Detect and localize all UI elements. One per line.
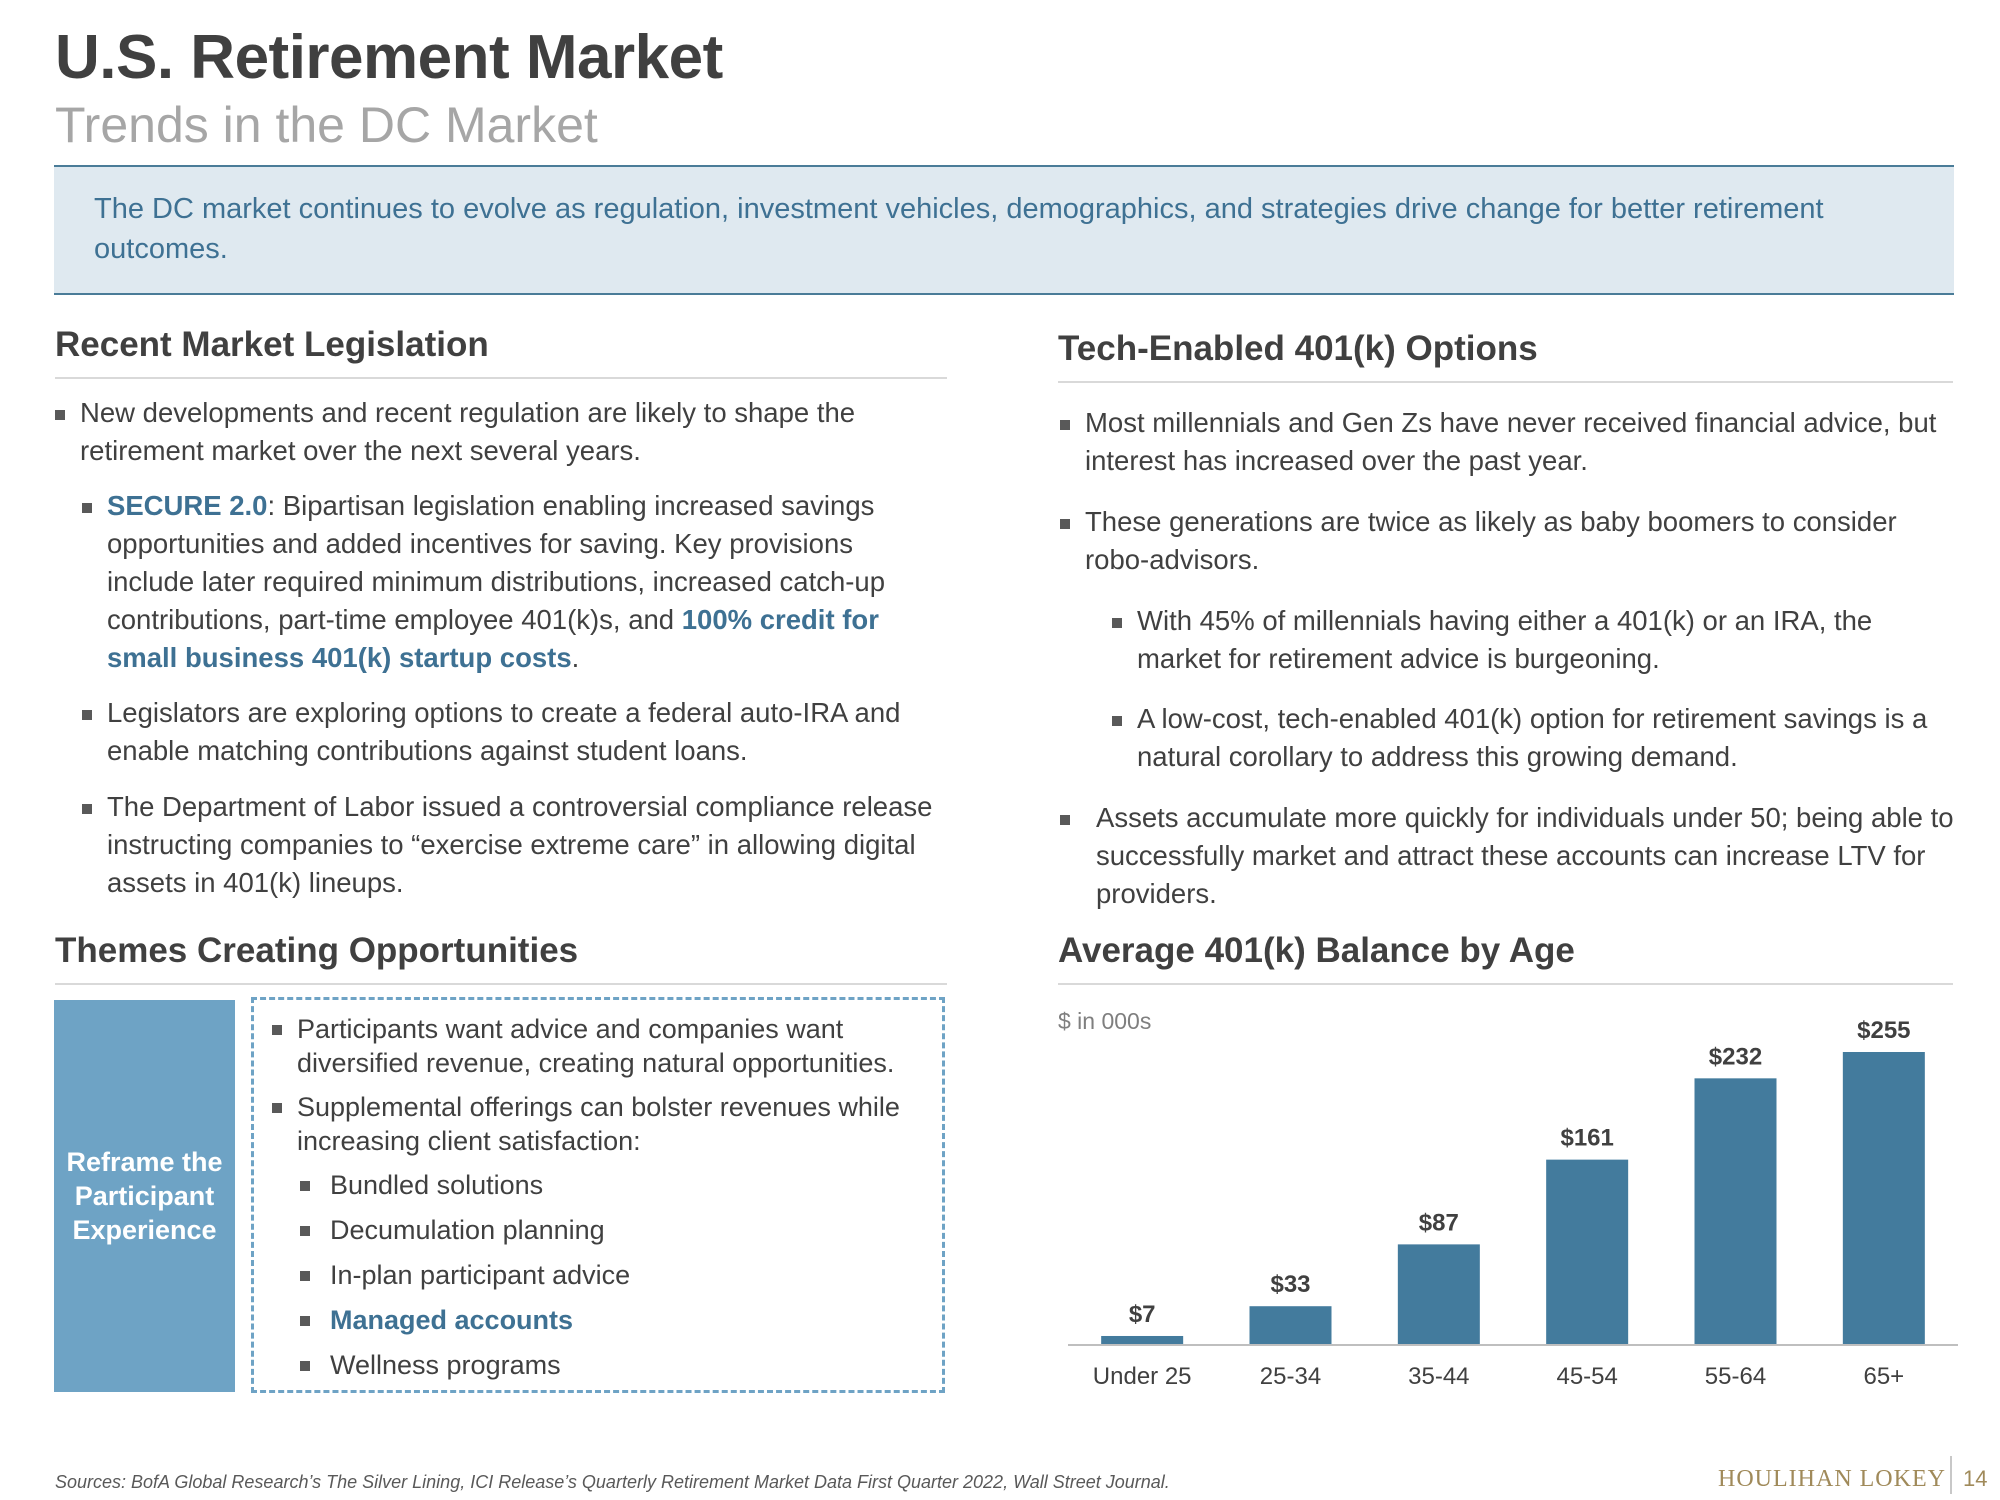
bullet-square-icon — [1112, 618, 1122, 628]
tech-bullet-2: These generations are twice as likely as… — [1060, 503, 1945, 579]
sources-footnote: Sources: BofA Global Research’s The Silv… — [55, 1472, 1170, 1492]
legislation-bullet-secure: SECURE 2.0: Bipartisan legislation enabl… — [82, 487, 927, 677]
bullet-square-icon — [300, 1181, 310, 1191]
legislation-divider — [55, 377, 947, 379]
tech-bullet-3: With 45% of millennials having either a … — [1112, 602, 1937, 678]
bullet-square-icon — [300, 1361, 310, 1371]
x-tick-label: 55-64 — [1705, 1363, 1766, 1390]
bullet-square-icon — [272, 1025, 282, 1035]
tech-bullet-5: Assets accumulate more quickly for indiv… — [1060, 799, 1956, 913]
tech-heading: Tech-Enabled 401(k) Options — [1058, 329, 1538, 368]
data-label: $255 — [1857, 1017, 1910, 1044]
bar-65- — [1842, 1052, 1925, 1344]
tech-divider — [1058, 381, 1953, 383]
page-title: U.S. Retirement Market — [55, 23, 723, 92]
chart-unit-note: $ in 000s — [1058, 1008, 1152, 1034]
bar-25-34 — [1249, 1306, 1332, 1344]
company-logo: HOULIHAN LOKEY — [1718, 1466, 1946, 1492]
chart-divider — [1058, 983, 1953, 985]
themes-divider — [55, 983, 947, 985]
credit-highlight: 100% credit for small business 401(k) st… — [107, 604, 879, 673]
x-tick-label: 65+ — [1863, 1363, 1904, 1390]
x-tick-label: Under 25 — [1093, 1363, 1192, 1390]
themes-sub-item: Bundled solutions — [300, 1168, 930, 1202]
data-label: $87 — [1419, 1209, 1459, 1236]
footer-divider — [1950, 1456, 1952, 1494]
x-tick-label: 45-54 — [1556, 1363, 1617, 1390]
tech-bullet-4: A low-cost, tech-enabled 401(k) option f… — [1112, 700, 1957, 776]
bullet-square-icon — [82, 804, 92, 814]
themes-bullet-1: Participants want advice and companies w… — [272, 1012, 937, 1080]
summary-banner: The DC market continues to evolve as reg… — [54, 165, 1954, 295]
bullet-square-icon — [82, 710, 92, 720]
themes-bullet-2: Supplemental offerings can bolster reven… — [272, 1090, 937, 1158]
bullet-square-icon — [1060, 815, 1070, 825]
x-tick-label: 35-44 — [1408, 1363, 1469, 1390]
data-label: $7 — [1129, 1301, 1156, 1328]
legislation-bullet-auto-ira: Legislators are exploring options to cre… — [82, 694, 927, 770]
bullet-square-icon — [300, 1271, 310, 1281]
page-subtitle: Trends in the DC Market — [55, 97, 598, 153]
reframe-box: Reframe the Participant Experience — [54, 1000, 235, 1392]
data-label: $232 — [1709, 1043, 1762, 1070]
tech-bullet-1: Most millennials and Gen Zs have never r… — [1060, 404, 1955, 480]
summary-text: The DC market continues to evolve as reg… — [94, 193, 1824, 265]
bullet-square-icon — [300, 1316, 310, 1326]
bar-35-44 — [1397, 1244, 1480, 1344]
secure-label: SECURE 2.0 — [107, 490, 268, 521]
themes-sub-item: In-plan participant advice — [300, 1258, 930, 1292]
x-tick-label: 25-34 — [1260, 1363, 1321, 1390]
bullet-square-icon — [1112, 716, 1122, 726]
page-number: 14 — [1963, 1466, 1988, 1491]
balance-bar-chart: $7 Under 25 $33 25-34 $87 35-44 $161 45-54 $232 5… — [1068, 1017, 1958, 1390]
bullet-square-icon — [55, 410, 65, 420]
themes-heading: Themes Creating Opportunities — [55, 931, 579, 970]
bar-under-25 — [1101, 1335, 1184, 1344]
reframe-label: Reframe the Participant Experience — [66, 1147, 223, 1245]
bar-45-54 — [1546, 1159, 1629, 1344]
data-label: $161 — [1560, 1125, 1613, 1152]
themes-dashed-box — [251, 997, 945, 1393]
data-label: $33 — [1270, 1271, 1310, 1298]
legislation-heading: Recent Market Legislation — [55, 325, 489, 364]
legislation-bullet-dol: The Department of Labor issued a controv… — [82, 788, 947, 902]
legislation-bullet-1: New developments and recent regulation a… — [55, 394, 940, 470]
bullet-square-icon — [272, 1103, 282, 1113]
themes-sub-item: Wellness programs — [300, 1348, 930, 1382]
chart-heading: Average 401(k) Balance by Age — [1058, 931, 1575, 970]
bullet-square-icon — [300, 1226, 310, 1236]
bullet-square-icon — [1060, 420, 1070, 430]
bar-55-64 — [1694, 1078, 1777, 1344]
themes-sub-item-managed: Managed accounts — [300, 1303, 930, 1337]
themes-sub-item: Decumulation planning — [300, 1213, 930, 1247]
bullet-square-icon — [82, 503, 92, 513]
bullet-square-icon — [1060, 519, 1070, 529]
